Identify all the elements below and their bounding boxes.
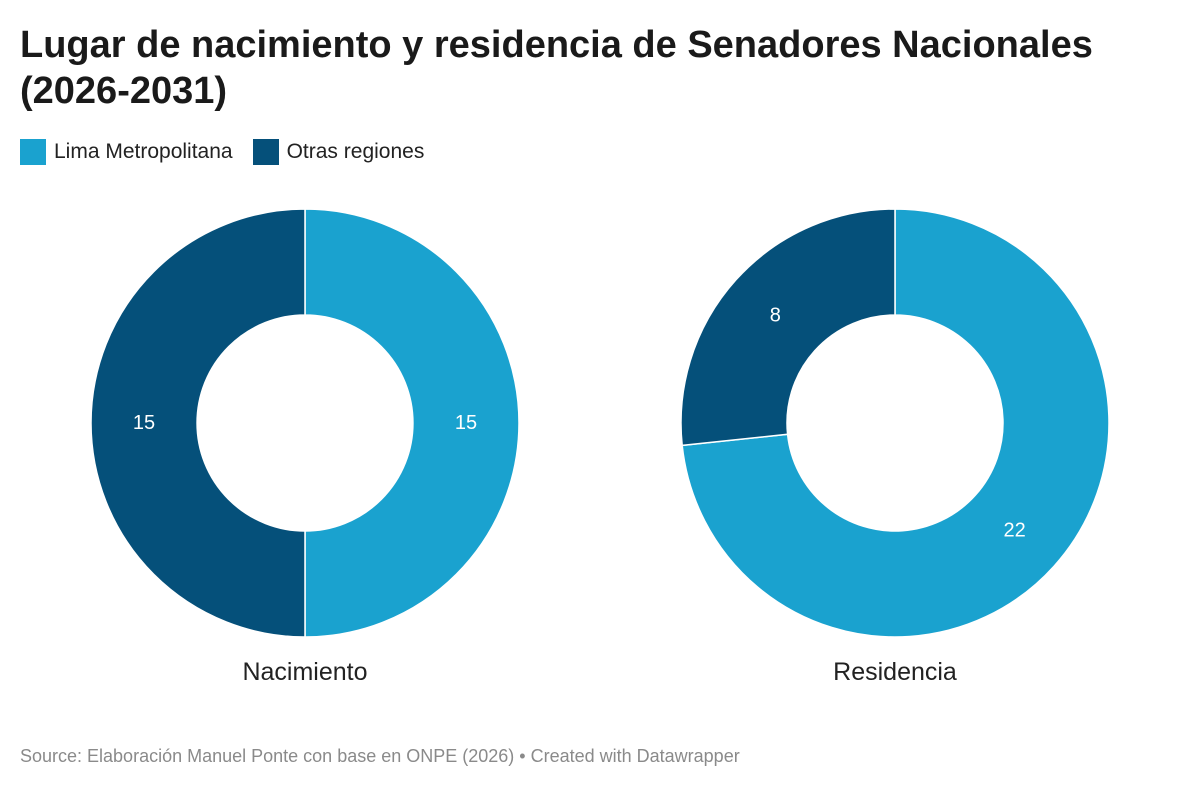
slice-value-nacimiento-lima-metropolitana: 15	[455, 412, 477, 434]
chart-title: Lugar de nacimiento y residencia de Sena…	[20, 24, 1093, 112]
chart-label-residencia: Residencia	[833, 658, 957, 686]
legend-item-lima: Lima Metropolitana	[20, 139, 233, 165]
slice-nacimiento-lima-metropolitana	[304, 208, 520, 638]
legend-swatch-otras	[252, 139, 279, 165]
slice-residencia-otras-regiones	[680, 208, 896, 447]
slice-value-residencia-lima-metropolitana: 22	[1004, 520, 1026, 542]
legend-label-lima: Lima Metropolitana	[54, 140, 233, 163]
slice-value-residencia-otras-regiones: 8	[770, 304, 781, 326]
donut-nacimiento: 15 15 Nacimiento	[90, 208, 520, 686]
slice-value-nacimiento-otras-regiones: 15	[133, 412, 155, 434]
slice-nacimiento-otras-regiones	[90, 208, 306, 638]
slice-residencia-lima-metropolitana	[681, 208, 1110, 638]
donut-residencia: 22 8 Residencia	[680, 208, 1110, 686]
legend: Lima Metropolitana Otras regiones	[20, 139, 444, 165]
source-note: Source: Elaboración Manuel Ponte con bas…	[20, 746, 740, 766]
legend-swatch-lima	[20, 139, 46, 165]
legend-item-otras: Otras regiones	[252, 139, 425, 165]
chart-label-nacimiento: Nacimiento	[242, 658, 367, 686]
legend-label-otras: Otras regiones	[286, 140, 425, 163]
